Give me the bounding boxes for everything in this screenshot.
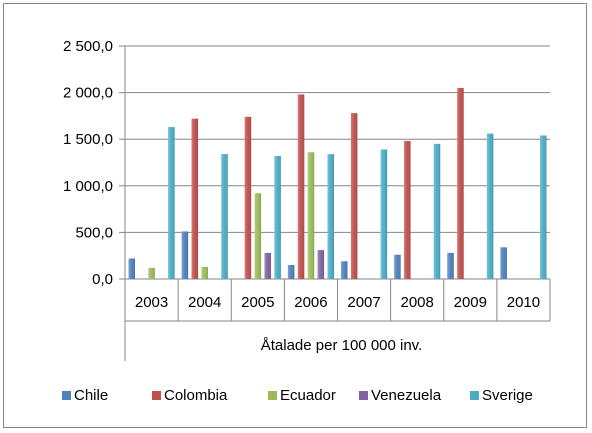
bar-shading: [317, 250, 325, 279]
bar-shading: [380, 149, 388, 279]
bar-shading: [168, 127, 175, 279]
legend-swatch-colombia: [152, 391, 161, 400]
legend-label-ecuador: Ecuador: [280, 387, 336, 404]
bar-shading: [433, 143, 441, 279]
category-labels: 2003 2004 2005 2006 2007 2008 2009 2010: [135, 294, 540, 311]
legend-swatch-sverige: [470, 391, 479, 400]
bar-shading: [287, 265, 295, 279]
bar-shading: [254, 193, 262, 279]
bar-shading: [201, 266, 208, 279]
legend-swatch-ecuador: [268, 391, 277, 400]
legend-label-sverige: Sverige: [482, 387, 533, 404]
category-label: 2008: [401, 294, 434, 311]
bar-shading: [327, 154, 334, 279]
bar-shading: [221, 154, 228, 279]
legend-label-colombia: Colombia: [164, 387, 228, 404]
bar-shading: [181, 231, 189, 279]
legend-swatch-chile: [62, 391, 71, 400]
y-tick-label: 0,0: [92, 271, 113, 288]
bar-shading: [341, 261, 348, 279]
category-label: 2007: [347, 294, 380, 311]
category-label: 2005: [241, 294, 274, 311]
legend-swatch-venezuela: [359, 391, 368, 400]
y-tick-label: 2 000,0: [63, 85, 113, 102]
bars: [128, 87, 547, 280]
y-axis-tick-labels: 0,0 500,0 1 000,0 1 500,0 2 000,0 2 500,0: [63, 38, 113, 288]
category-label: 2006: [294, 294, 327, 311]
bar-shading: [244, 116, 252, 279]
legend: Chile Colombia Ecuador Venezuela Sverige: [62, 387, 533, 404]
legend-label-chile: Chile: [74, 387, 108, 404]
category-label: 2004: [188, 294, 221, 311]
y-tick-label: 1 500,0: [63, 131, 113, 148]
y-tick-label: 1 000,0: [63, 178, 113, 195]
legend-label-venezuela: Venezuela: [371, 387, 442, 404]
axes: [124, 46, 551, 361]
category-label: 2009: [454, 294, 487, 311]
bar-shading: [404, 141, 411, 279]
category-label: 2010: [507, 294, 540, 311]
bar-shading: [447, 252, 454, 279]
bar-shading: [307, 152, 315, 279]
category-label: 2003: [135, 294, 168, 311]
bar-shading: [148, 267, 155, 279]
bar-shading: [274, 155, 281, 279]
y-tick-label: 2 500,0: [63, 38, 113, 55]
bar-shading: [539, 135, 547, 279]
bar-shading: [264, 252, 271, 279]
bar-shading: [297, 94, 305, 280]
bar-shading: [191, 118, 199, 279]
bar-shading: [457, 87, 464, 279]
bar-shading: [486, 133, 494, 279]
bar-shading: [350, 113, 358, 279]
bar-shading: [500, 247, 507, 279]
x-axis-label: Åtalade per 100 000 inv.: [261, 337, 423, 354]
bar-shading: [394, 254, 401, 279]
bar-shading: [128, 258, 136, 279]
y-tick-label: 500,0: [75, 224, 113, 241]
